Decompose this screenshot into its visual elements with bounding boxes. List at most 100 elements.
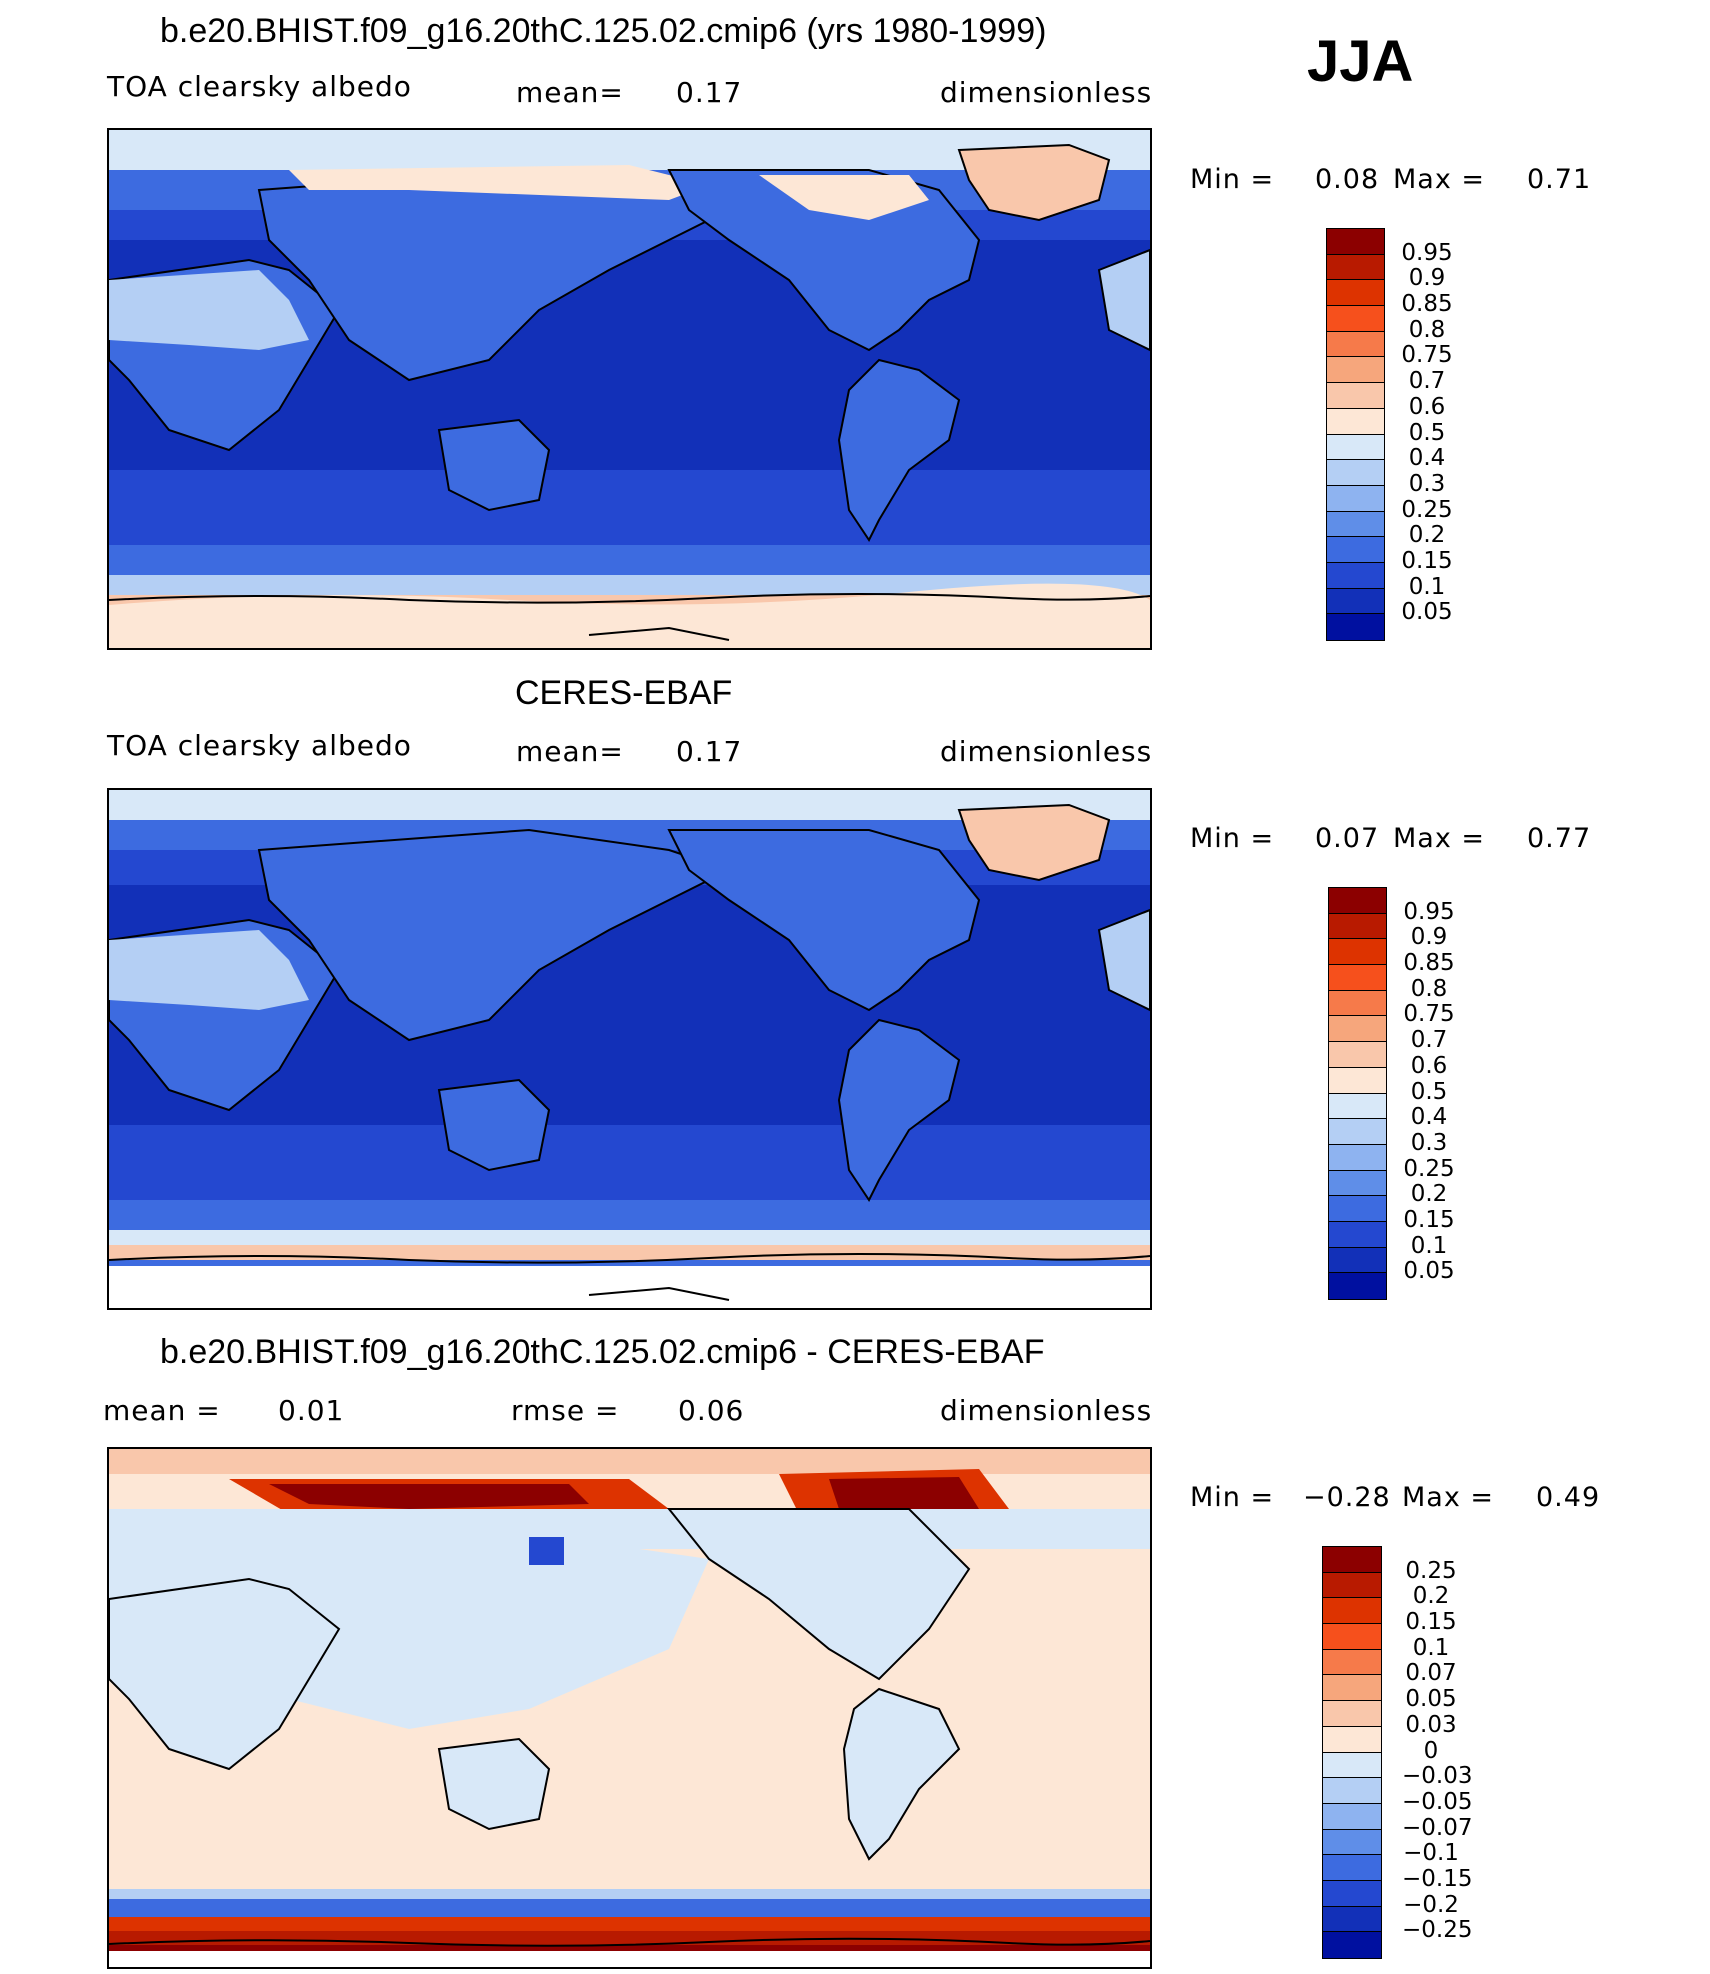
panel-diff-min-label: Min = <box>1190 1482 1275 1513</box>
colorbar-box <box>1329 939 1386 966</box>
colorbar-tick-label: 0.1 <box>1410 1232 1448 1259</box>
colorbar-tick-label: 0.05 <box>1405 1686 1457 1713</box>
colorbar-tick-label: 0.15 <box>1401 547 1453 574</box>
colorbar-box <box>1323 1855 1381 1881</box>
colorbar-box <box>1323 1547 1381 1573</box>
season-label: JJA <box>1307 29 1414 94</box>
panel-model-variable-label: TOA clearsky albedo <box>107 70 412 103</box>
colorbar-tick-label: 0.9 <box>1408 265 1446 292</box>
colorbar-box <box>1329 1221 1386 1248</box>
panel-diff-units: dimensionless <box>940 1394 1153 1427</box>
colorbar-tick-label: 0.6 <box>1408 393 1446 420</box>
colorbar-box <box>1327 562 1384 589</box>
colorbar-tick-label: 0.25 <box>1401 496 1453 523</box>
panel-model-min-value: 0.08 <box>1315 164 1380 195</box>
panel-model-units: dimensionless <box>940 76 1153 109</box>
colorbar-tick-label: 0.95 <box>1401 239 1453 266</box>
colorbar-box <box>1323 1649 1381 1676</box>
colorbar-box <box>1323 1752 1381 1779</box>
colorbar-box <box>1327 383 1384 409</box>
colorbar-box <box>1329 1196 1386 1222</box>
colorbar-box <box>1329 965 1386 991</box>
colorbar-box <box>1323 1932 1381 1958</box>
colorbar-tick-label: 0.7 <box>1408 368 1446 395</box>
colorbar-tick-label: 0.25 <box>1405 1557 1457 1584</box>
panel-diff-rmse-value: 0.06 <box>678 1394 745 1427</box>
panel-diff-max-value: 0.49 <box>1536 1482 1601 1513</box>
colorbar-box <box>1329 1093 1386 1120</box>
panel-model-colorbar <box>1326 228 1385 641</box>
colorbar-tick-label: −0.03 <box>1402 1763 1473 1790</box>
colorbar-tick-label: −0.05 <box>1402 1788 1473 1815</box>
colorbar-box <box>1327 511 1384 538</box>
colorbar-box <box>1329 1016 1386 1043</box>
panel-obs-units: dimensionless <box>940 735 1153 768</box>
colorbar-tick-label: 0.9 <box>1410 924 1448 951</box>
colorbar-tick-label: −0.2 <box>1403 1891 1459 1918</box>
panel-diff-colorbar <box>1322 1546 1382 1959</box>
colorbar-tick-label: 0.85 <box>1403 950 1455 977</box>
colorbar-tick-label: 0.7 <box>1410 1027 1448 1054</box>
panel-model-map <box>107 128 1152 650</box>
colorbar-box <box>1327 331 1384 358</box>
panel-obs-colorbar <box>1328 887 1387 1300</box>
panel-obs-min-label: Min = <box>1190 823 1275 854</box>
colorbar-box <box>1323 1778 1381 1804</box>
panel-model-max-value: 0.71 <box>1527 164 1592 195</box>
colorbar-tick-label: 0.5 <box>1410 1078 1448 1105</box>
colorbar-box <box>1323 1906 1381 1933</box>
colorbar-tick-label: 0.3 <box>1408 470 1446 497</box>
colorbar-tick-label: 0.3 <box>1410 1129 1448 1156</box>
colorbar-box <box>1327 614 1384 640</box>
colorbar-tick-label: 0.8 <box>1410 975 1448 1002</box>
colorbar-box <box>1323 1803 1381 1830</box>
panel-obs-map <box>107 788 1152 1310</box>
colorbar-box <box>1329 1119 1386 1145</box>
colorbar-box <box>1327 408 1384 435</box>
colorbar-tick-label: 0 <box>1423 1737 1439 1764</box>
colorbar-tick-label: 0.05 <box>1403 1258 1455 1285</box>
colorbar-box <box>1327 229 1384 255</box>
colorbar-box <box>1323 1624 1381 1650</box>
panel-obs-min-value: 0.07 <box>1315 823 1380 854</box>
colorbar-box <box>1329 1042 1386 1068</box>
colorbar-tick-label: 0.07 <box>1405 1660 1457 1687</box>
colorbar-tick-label: 0.03 <box>1405 1711 1457 1738</box>
colorbar-tick-label: 0.1 <box>1412 1634 1450 1661</box>
colorbar-box <box>1327 485 1384 512</box>
diff-albedo-field <box>109 1449 1150 1967</box>
colorbar-tick-label: 0.4 <box>1408 445 1446 472</box>
panel-diff-min-value: −0.28 <box>1303 1482 1391 1513</box>
colorbar-box <box>1327 434 1384 461</box>
colorbar-tick-label: 0.1 <box>1408 573 1446 600</box>
colorbar-box <box>1329 888 1386 914</box>
colorbar-tick-label: 0.75 <box>1403 1001 1455 1028</box>
colorbar-tick-label: 0.75 <box>1401 342 1453 369</box>
colorbar-box <box>1323 1880 1381 1907</box>
panel-diff-mean-label: mean = <box>103 1394 221 1427</box>
colorbar-box <box>1329 1144 1386 1171</box>
colorbar-tick-label: −0.25 <box>1402 1917 1473 1944</box>
panel-diff-title: b.e20.BHIST.f09_g16.20thC.125.02.cmip6 -… <box>160 1333 1045 1371</box>
colorbar-box <box>1323 1675 1381 1702</box>
panel-model-title: b.e20.BHIST.f09_g16.20thC.125.02.cmip6 (… <box>160 12 1047 50</box>
colorbar-tick-label: 0.25 <box>1403 1155 1455 1182</box>
colorbar-tick-label: 0.95 <box>1403 898 1455 925</box>
colorbar-tick-label: 0.2 <box>1408 522 1446 549</box>
colorbar-tick-label: 0.8 <box>1408 316 1446 343</box>
colorbar-box <box>1327 280 1384 307</box>
panel-diff-mean-value: 0.01 <box>278 1394 345 1427</box>
colorbar-tick-label: 0.6 <box>1410 1052 1448 1079</box>
colorbar-tick-label: −0.07 <box>1402 1814 1473 1841</box>
colorbar-tick-label: −0.15 <box>1402 1865 1473 1892</box>
colorbar-box <box>1327 588 1384 615</box>
colorbar-box <box>1327 460 1384 486</box>
panel-diff-rmse-label: rmse = <box>511 1394 620 1427</box>
panel-obs-variable-label: TOA clearsky albedo <box>107 729 412 762</box>
obs-albedo-field <box>109 790 1150 1308</box>
colorbar-box <box>1323 1829 1381 1856</box>
colorbar-box <box>1327 357 1384 384</box>
colorbar-box <box>1329 913 1386 940</box>
colorbar-tick-label: 0.85 <box>1401 291 1453 318</box>
colorbar-tick-label: 0.5 <box>1408 419 1446 446</box>
